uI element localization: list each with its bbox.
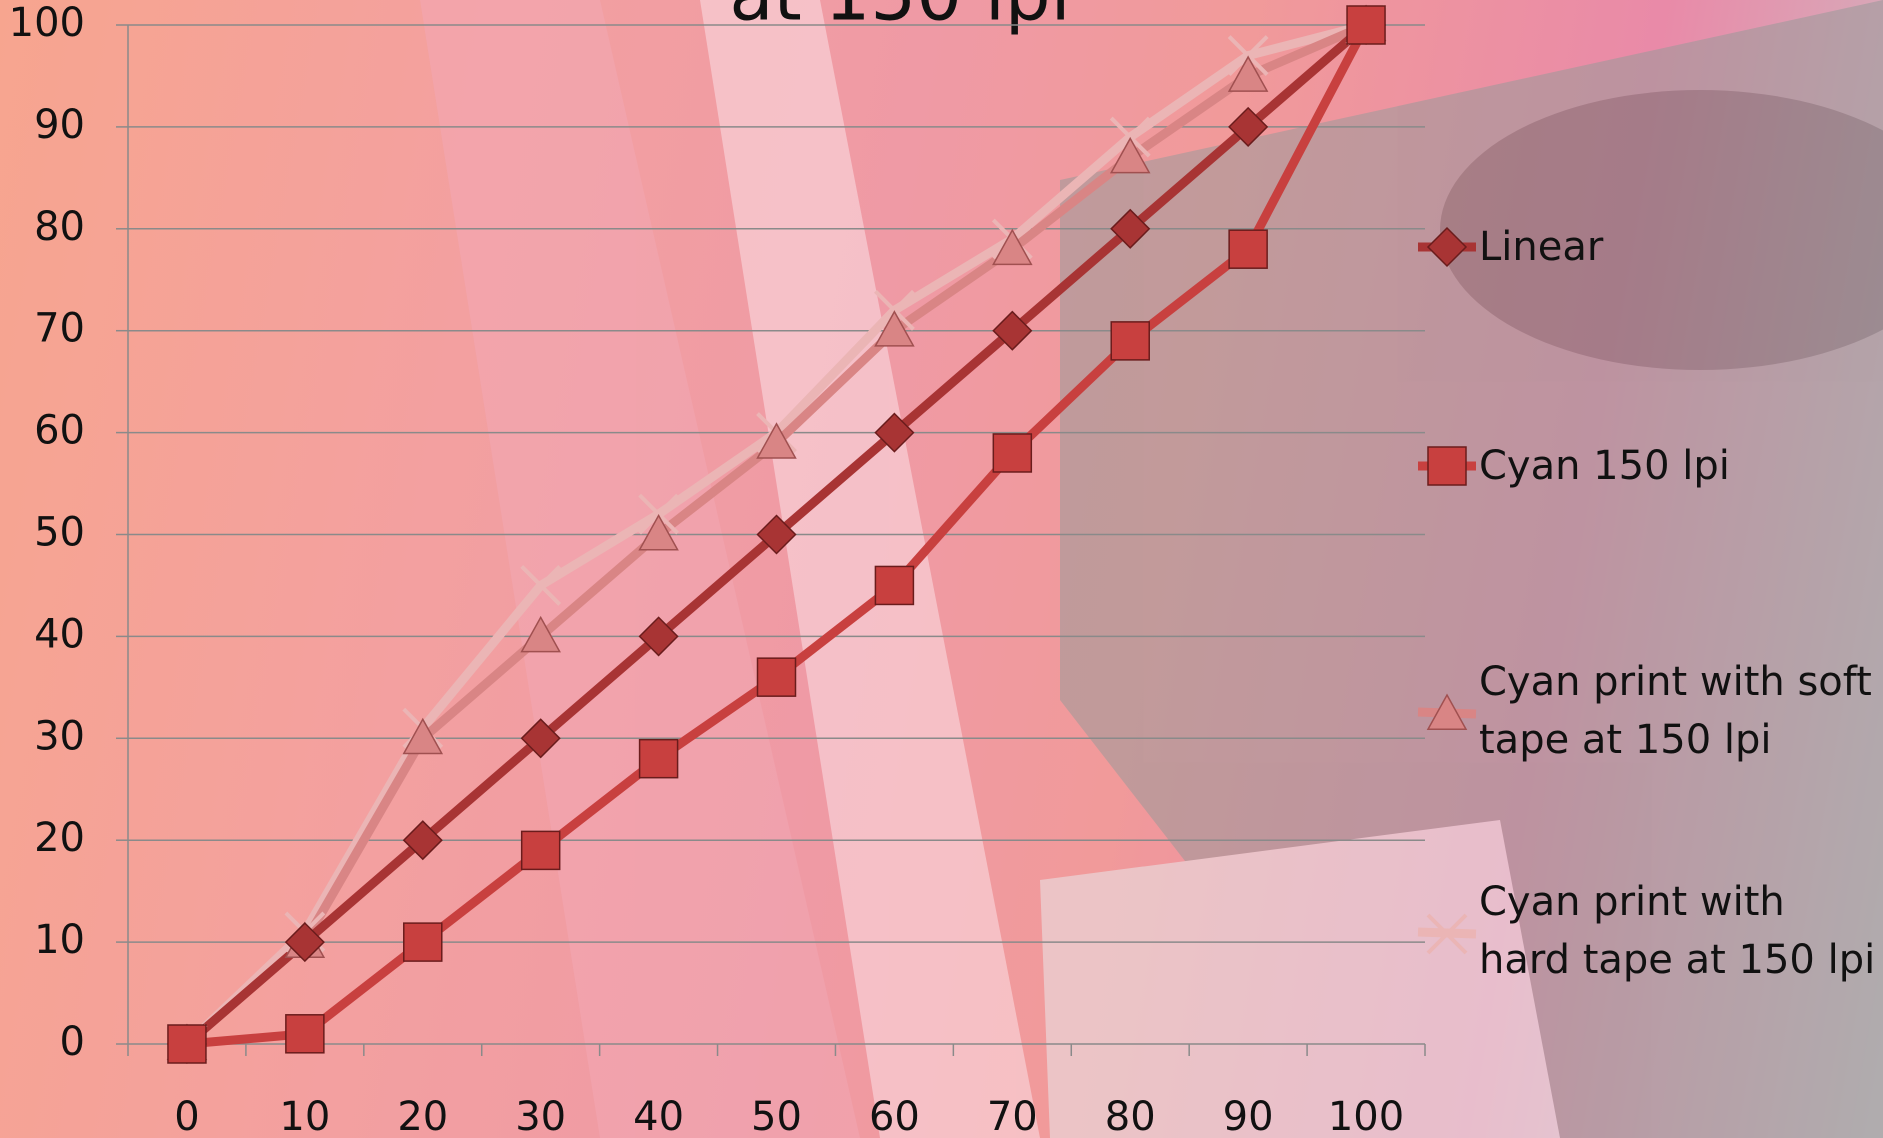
y-tick-label: 100 [9,0,85,46]
y-tick-label: 50 [34,510,85,556]
data-point [285,1014,325,1054]
x-tick-label: 60 [869,1094,920,1138]
legend-label: Cyan print with hard tape at 150 lpi [1479,879,1876,983]
x-tick-label: 90 [1223,1094,1274,1138]
data-point [992,228,1033,266]
data-point [1110,321,1150,361]
data-point [992,310,1033,351]
data-point [403,922,443,962]
data-point [1228,229,1268,269]
legend-marker [1427,446,1467,486]
background-photo [420,0,1883,1138]
data-point [874,412,915,453]
x-tick-label: 80 [1105,1094,1156,1138]
data-point [638,513,679,551]
y-tick-label: 40 [34,611,85,657]
data-point [1346,5,1386,45]
legend-marker [1426,693,1468,730]
legend-label: Cyan 150 lpi [1479,443,1730,489]
data-point [167,1024,207,1064]
x-tick-label: 0 [174,1094,199,1138]
data-point [756,657,797,697]
legend-label: Cyan print with soft tape at 150 lpi [1479,659,1872,763]
y-tick-label: 80 [34,204,85,250]
data-point [1227,55,1269,92]
y-tick-label: 0 [60,1019,85,1065]
y-tick-label: 20 [34,815,85,861]
data-point [756,422,797,459]
data-point [874,310,915,347]
x-tick-label: 50 [751,1094,802,1138]
data-point [1110,208,1151,249]
data-point [638,616,679,657]
data-point [402,820,443,861]
data-point [402,717,444,755]
y-tick-label: 90 [34,102,85,148]
x-tick-label: 40 [633,1094,684,1138]
data-point [756,514,797,555]
data-point [638,738,679,779]
data-point [284,922,325,963]
legend-label: Linear [1479,224,1604,270]
data-point [520,615,561,653]
data-point [874,565,915,606]
chart-title: at 150 lpi [729,0,1070,37]
data-point [520,565,562,606]
x-tick-label: 10 [279,1094,330,1138]
x-tick-label: 100 [1328,1094,1404,1138]
x-tick-label: 20 [397,1094,448,1138]
y-tick-label: 70 [34,306,85,352]
data-point [1228,106,1269,147]
legend-marker [1426,913,1468,955]
x-tick-label: 30 [515,1094,566,1138]
data-point [992,433,1033,473]
y-tick-label: 60 [34,408,85,454]
y-tick-label: 30 [34,713,85,759]
x-tick-label: 70 [987,1094,1038,1138]
data-point [520,830,561,871]
y-tick-label: 10 [34,917,85,963]
data-point [520,718,561,759]
data-point [1109,136,1151,174]
legend-marker [1426,226,1468,268]
